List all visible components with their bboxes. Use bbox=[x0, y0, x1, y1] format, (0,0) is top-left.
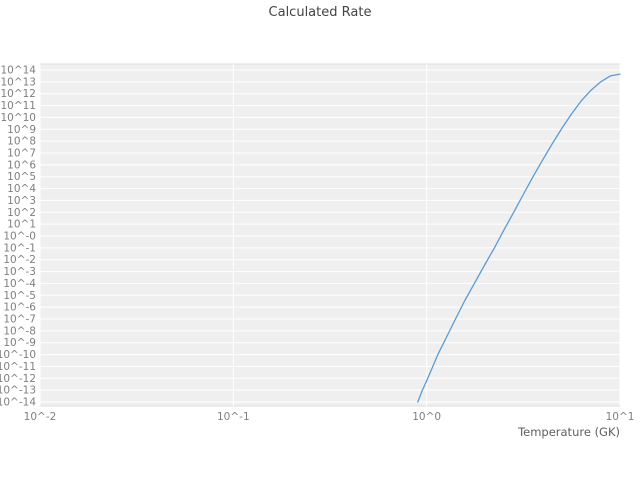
y-tick-label: 10^-6 bbox=[3, 302, 36, 314]
y-tick-label: 10^8 bbox=[7, 136, 36, 148]
y-tick-label: 10^-7 bbox=[3, 314, 36, 326]
y-tick-label: 10^6 bbox=[7, 159, 36, 171]
y-tick-label: 10^5 bbox=[7, 171, 36, 183]
y-tick-label: 10^-0 bbox=[3, 231, 36, 243]
rate-curve bbox=[417, 73, 621, 403]
x-tick-label: 10^1 bbox=[606, 411, 635, 423]
y-tick-label: 10^13 bbox=[0, 76, 36, 88]
x-tick-label: 10^0 bbox=[412, 411, 441, 423]
y-tick-label: 10^-9 bbox=[3, 337, 36, 349]
y-tick-label: 10^10 bbox=[0, 112, 36, 124]
y-tick-label: 10^11 bbox=[0, 100, 36, 112]
y-tick-label: 10^-1 bbox=[3, 242, 36, 254]
y-tick-label: 10^4 bbox=[7, 183, 36, 195]
x-tick-label: 10^-2 bbox=[24, 411, 57, 423]
y-tick-label: 10^-11 bbox=[0, 361, 36, 373]
y-tick-label: 10^-2 bbox=[3, 254, 36, 266]
y-tick-label: 10^-14 bbox=[0, 397, 36, 409]
y-tick-label: 10^-5 bbox=[3, 290, 36, 302]
y-tick-label: 10^-4 bbox=[3, 278, 36, 290]
x-axis-label: Temperature (GK) bbox=[518, 425, 620, 439]
y-tick-label: 10^-13 bbox=[0, 385, 36, 397]
y-tick-label: 10^12 bbox=[0, 88, 36, 100]
y-tick-label: 10^3 bbox=[7, 195, 36, 207]
y-tick-label: 10^-12 bbox=[0, 373, 36, 385]
chart-title: Calculated Rate bbox=[268, 5, 372, 20]
y-tick-label: 10^-3 bbox=[3, 266, 36, 278]
y-tick-label: 10^2 bbox=[7, 207, 36, 219]
y-tick-label: 10^-10 bbox=[0, 349, 36, 361]
y-tick-label: 10^7 bbox=[7, 148, 36, 160]
y-tick-label: 10^14 bbox=[0, 65, 36, 77]
x-tick-label: 10^-1 bbox=[217, 411, 250, 423]
y-tick-label: 10^-8 bbox=[3, 325, 36, 337]
y-tick-label: 10^1 bbox=[7, 219, 36, 231]
y-tick-label: 10^9 bbox=[7, 124, 36, 136]
